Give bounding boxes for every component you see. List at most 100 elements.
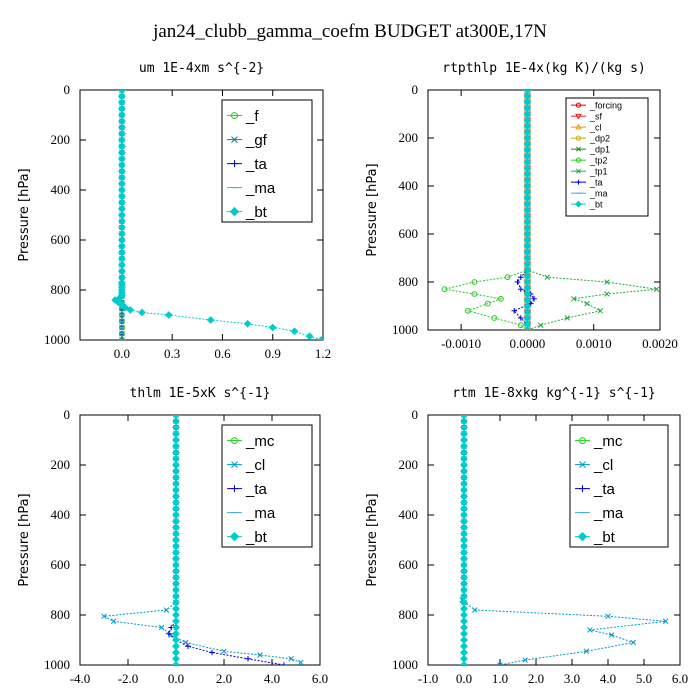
data-point xyxy=(206,316,215,324)
data-point xyxy=(138,308,146,317)
y-tick-label: 600 xyxy=(51,557,71,572)
y-axis-label: Pressure [hPa] xyxy=(17,493,32,586)
data-point xyxy=(544,274,551,280)
data-point xyxy=(604,291,610,297)
legend-label: _bt xyxy=(593,529,616,546)
legend-label: _forcing xyxy=(589,100,622,110)
data-point xyxy=(172,636,180,644)
legend-marker xyxy=(231,437,238,445)
plot-area xyxy=(441,90,660,330)
data-point xyxy=(126,306,135,314)
data-point xyxy=(243,319,252,328)
legend-label: _ma xyxy=(245,180,276,197)
legend-marker xyxy=(575,135,582,141)
x-tick-label: 1.2 xyxy=(315,346,331,361)
legend-label: _cl xyxy=(245,457,265,474)
legend-marker xyxy=(231,485,238,493)
legend-label: _tp1 xyxy=(589,166,608,176)
data-point xyxy=(114,298,123,307)
data-point xyxy=(158,624,165,631)
legend-label: _bt xyxy=(245,204,268,221)
y-tick-label: 400 xyxy=(51,182,71,197)
legend-marker xyxy=(229,531,240,542)
y-tick-label: 600 xyxy=(399,226,419,241)
data-point xyxy=(172,611,180,619)
plot-frame xyxy=(79,414,321,666)
legend-box xyxy=(221,424,313,548)
y-tick-label: 600 xyxy=(399,557,419,572)
legend-label: _ta xyxy=(589,177,603,187)
y-tick-label: 1000 xyxy=(44,657,70,672)
legend-marker xyxy=(577,531,588,542)
legend-label: _cl xyxy=(593,457,613,474)
x-tick-label: 6.0 xyxy=(312,671,328,686)
data-point xyxy=(460,648,468,657)
y-tick-label: 0 xyxy=(64,82,71,97)
legend-label: _cl xyxy=(589,122,602,132)
data-point xyxy=(221,648,227,655)
x-tick-label: 0.0000 xyxy=(510,336,546,351)
legend-label: _ta xyxy=(593,481,616,498)
legend: _f _gf _ta _ma _bt xyxy=(221,99,313,223)
y-axis-label: Pressure [hPa] xyxy=(365,493,380,586)
data-point xyxy=(209,649,215,656)
x-tick-label: -2.0 xyxy=(118,671,139,686)
data-point xyxy=(281,662,287,665)
y-tick-label: 1000 xyxy=(392,322,418,337)
y-tick-label: 0 xyxy=(64,407,71,422)
data-point xyxy=(245,655,251,662)
legend-marker xyxy=(576,179,581,185)
panel-title: rtpthlp 1E-4x(kg K)/(kg s) xyxy=(442,61,646,76)
data-point xyxy=(511,308,517,314)
data-point xyxy=(564,315,570,321)
legend-label: _tp2 xyxy=(589,155,608,165)
data-point xyxy=(460,642,468,651)
data-point xyxy=(172,604,180,613)
y-tick-label: 800 xyxy=(399,274,419,289)
data-point xyxy=(121,303,130,312)
data-point xyxy=(172,648,180,657)
x-tick-label: 0.0 xyxy=(114,346,130,361)
data-point xyxy=(460,654,468,663)
legend: _forcing_sf_cl_dp2_dp1_tp2_tp1_ta_ma_bt xyxy=(565,97,649,217)
legend-box xyxy=(221,99,313,223)
chart-panel-1: um 1E-4xm s^{-2} 0 200 400 600 800 1000 0.0 0.3 0… xyxy=(17,61,331,361)
data-point xyxy=(460,623,468,632)
data-point xyxy=(514,279,521,285)
plot-area xyxy=(111,90,323,340)
data-point xyxy=(484,300,491,307)
legend-label: _sf xyxy=(589,111,603,121)
legend-marker xyxy=(231,160,238,168)
data-point xyxy=(498,295,504,302)
x-tick-label: 0.9 xyxy=(265,346,281,361)
plot-frame xyxy=(427,414,681,666)
x-tick-label: 0.6 xyxy=(214,346,231,361)
data-point xyxy=(587,627,593,633)
data-point xyxy=(460,636,468,644)
x-tick-label: 0.0020 xyxy=(642,336,678,351)
legend-box xyxy=(569,424,669,548)
y-tick-label: 800 xyxy=(399,607,419,622)
legend-marker xyxy=(575,102,582,108)
legend-label: _dp2 xyxy=(589,133,610,143)
series-bt xyxy=(111,90,323,340)
legend-label: _f xyxy=(245,108,259,125)
data-point xyxy=(268,323,277,332)
legend-label: _bt xyxy=(589,199,603,209)
data-point xyxy=(605,613,611,620)
data-point xyxy=(518,286,524,292)
x-tick-label: 1.0 xyxy=(492,671,508,686)
x-tick-label: -1.0 xyxy=(418,671,439,686)
panels-container: um 1E-4xm s^{-2} 0 200 400 600 800 1000 0.0 0.3 0… xyxy=(17,61,688,686)
data-point xyxy=(164,311,173,319)
series-bt xyxy=(172,415,180,665)
legend-label: _ma xyxy=(593,505,624,522)
legend-marker xyxy=(231,136,238,143)
data-point xyxy=(441,286,448,293)
data-point xyxy=(172,642,180,651)
y-tick-label: 200 xyxy=(51,457,71,472)
legend-label: _ma xyxy=(589,188,608,198)
panel-title: thlm 1E-5xK s^{-1} xyxy=(130,386,271,401)
data-point xyxy=(653,286,660,292)
